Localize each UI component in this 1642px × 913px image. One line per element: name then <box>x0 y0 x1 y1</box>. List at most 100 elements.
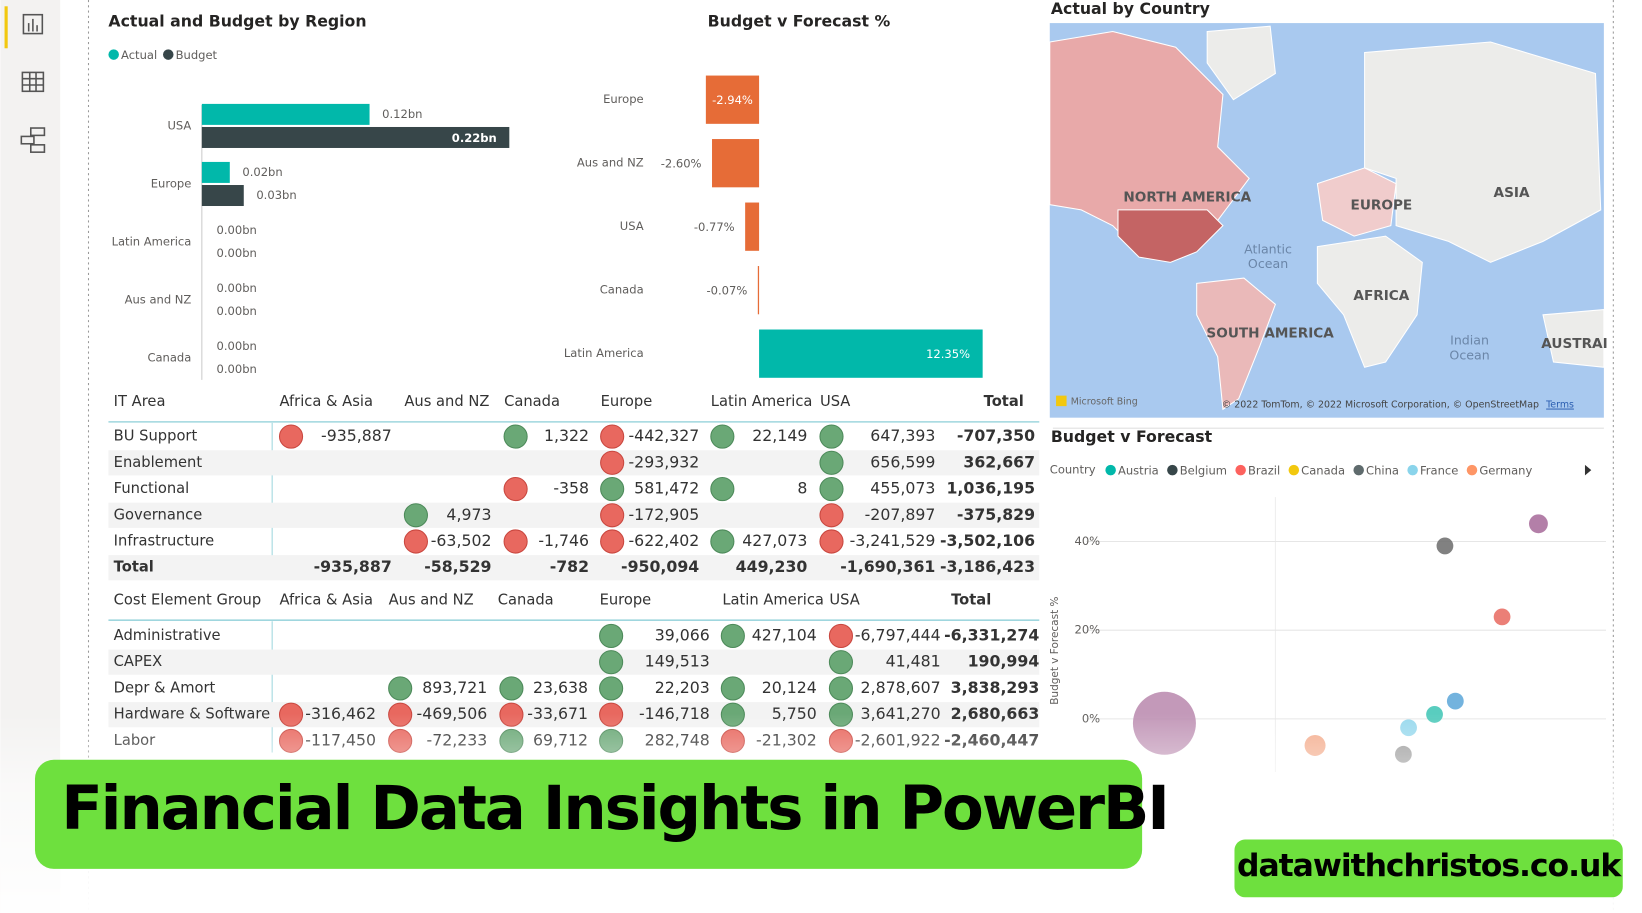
cell-value: 3,838,293 <box>951 678 1040 697</box>
region-label: AUSTRAI <box>1541 336 1607 352</box>
cell-value: 647,393 <box>870 426 935 445</box>
column-header: IT Area <box>114 393 166 410</box>
cell-value: -207,897 <box>865 505 936 524</box>
cell-value: -782 <box>550 557 589 576</box>
status-icon <box>499 676 524 701</box>
row-band <box>108 649 1040 675</box>
cell-value: 362,667 <box>963 452 1035 471</box>
status-icon <box>828 676 854 701</box>
cell-value: 190,994 <box>968 652 1040 671</box>
legend-label: Austria <box>1118 464 1159 478</box>
cell-value: 149,513 <box>645 652 710 671</box>
status-icon <box>403 529 428 554</box>
region-label: ASIA <box>1494 185 1530 201</box>
legend-marker <box>1105 464 1116 476</box>
column-header: Africa & Asia <box>279 393 372 410</box>
cell-value: -622,402 <box>629 531 700 550</box>
map-title: Actual by Country <box>1051 0 1210 18</box>
status-icon <box>819 450 844 475</box>
status-icon <box>600 450 625 475</box>
cell-value: 22,203 <box>655 678 710 697</box>
status-icon <box>600 529 625 554</box>
cell-value: -3,502,106 <box>940 531 1035 550</box>
status-icon <box>503 476 528 502</box>
value-label: 0.00bn <box>217 339 257 353</box>
map-provider: Microsoft Bing <box>1071 396 1138 407</box>
status-icon <box>819 503 844 528</box>
cell-value: -935,887 <box>314 557 392 576</box>
y-tick-label: 20% <box>1075 623 1101 637</box>
column-header: Europe <box>601 393 653 410</box>
column-header: USA <box>820 393 850 410</box>
legend-label: Belgium <box>1180 464 1227 478</box>
row-header: Enablement <box>114 454 203 471</box>
site-banner <box>1234 839 1623 898</box>
legend-marker <box>1288 464 1300 476</box>
legend-label: Canada <box>1301 464 1345 478</box>
category-label: Aus and NZ <box>125 293 192 307</box>
status-icon <box>828 623 854 649</box>
point <box>1446 692 1464 710</box>
value-label: -0.07% <box>707 284 748 298</box>
bar <box>201 103 370 125</box>
status-icon <box>710 529 735 554</box>
row-header: Governance <box>114 506 203 523</box>
banner-site: datawithchristos.co.uk <box>1237 848 1622 884</box>
map-terms[interactable]: Terms <box>1545 400 1574 411</box>
chart-title: Budget v Forecast % <box>708 12 891 31</box>
region-label: AFRICA <box>1353 288 1409 304</box>
row-header: BU Support <box>114 428 198 445</box>
cell-value: 23,638 <box>533 678 588 697</box>
status-icon <box>819 424 844 449</box>
cell-value: -172,905 <box>629 505 700 524</box>
category-label: Europe <box>151 176 192 190</box>
cell-value: 1,036,195 <box>946 479 1035 498</box>
banner-title: Financial Data Insights in PowerBI <box>61 774 1168 844</box>
cell-value: 41,481 <box>886 652 941 671</box>
status-icon <box>278 424 304 449</box>
status-icon <box>503 529 528 554</box>
region-label: NORTH AMERICA <box>1123 189 1251 205</box>
cell-value: -63,502 <box>431 531 492 550</box>
cell-value: -707,350 <box>957 426 1035 445</box>
status-icon <box>388 676 413 701</box>
column-header: Canada <box>504 393 560 410</box>
ocean-label: Ocean <box>1449 347 1489 362</box>
row-band <box>108 450 1040 476</box>
y-axis-title: Budget v Forecast % <box>1049 596 1061 704</box>
column-header: USA <box>829 591 859 608</box>
legend-label: Brazil <box>1248 464 1280 478</box>
cell-value: -442,327 <box>629 426 700 445</box>
category-label: Latin America <box>564 346 644 360</box>
category-label: Canada <box>147 351 191 365</box>
legend-next[interactable] <box>1584 464 1592 476</box>
category-label: Europe <box>603 92 644 106</box>
category-label: Aus and NZ <box>577 156 644 170</box>
value-label: 0.00bn <box>217 281 257 295</box>
cell-value: 8 <box>797 479 807 498</box>
ocean-label: Indian <box>1450 333 1489 348</box>
category-label: Latin America <box>112 234 192 248</box>
bar <box>201 126 510 148</box>
cell-value: -358 <box>553 479 589 498</box>
status-icon <box>599 650 624 675</box>
value-label: 0.00bn <box>217 304 257 318</box>
y-tick-label: 40% <box>1075 534 1101 548</box>
point <box>1528 514 1548 534</box>
row-header: Functional <box>114 480 190 497</box>
title-banner <box>34 759 1143 869</box>
cell-value: -6,797,444 <box>855 625 941 644</box>
status-icon <box>819 529 844 554</box>
column-header: Cost Element Group <box>114 591 262 608</box>
status-icon <box>600 476 625 502</box>
cell-value: -375,829 <box>957 505 1035 524</box>
point <box>1493 608 1511 626</box>
category-label: USA <box>620 219 644 233</box>
value-label: 12.35% <box>926 347 970 361</box>
nav-icons[interactable] <box>20 13 46 153</box>
cell-value: -293,932 <box>629 452 700 471</box>
value-label: -2.94% <box>712 93 753 107</box>
status-icon <box>599 623 624 649</box>
cell-value: -1,746 <box>538 531 589 550</box>
